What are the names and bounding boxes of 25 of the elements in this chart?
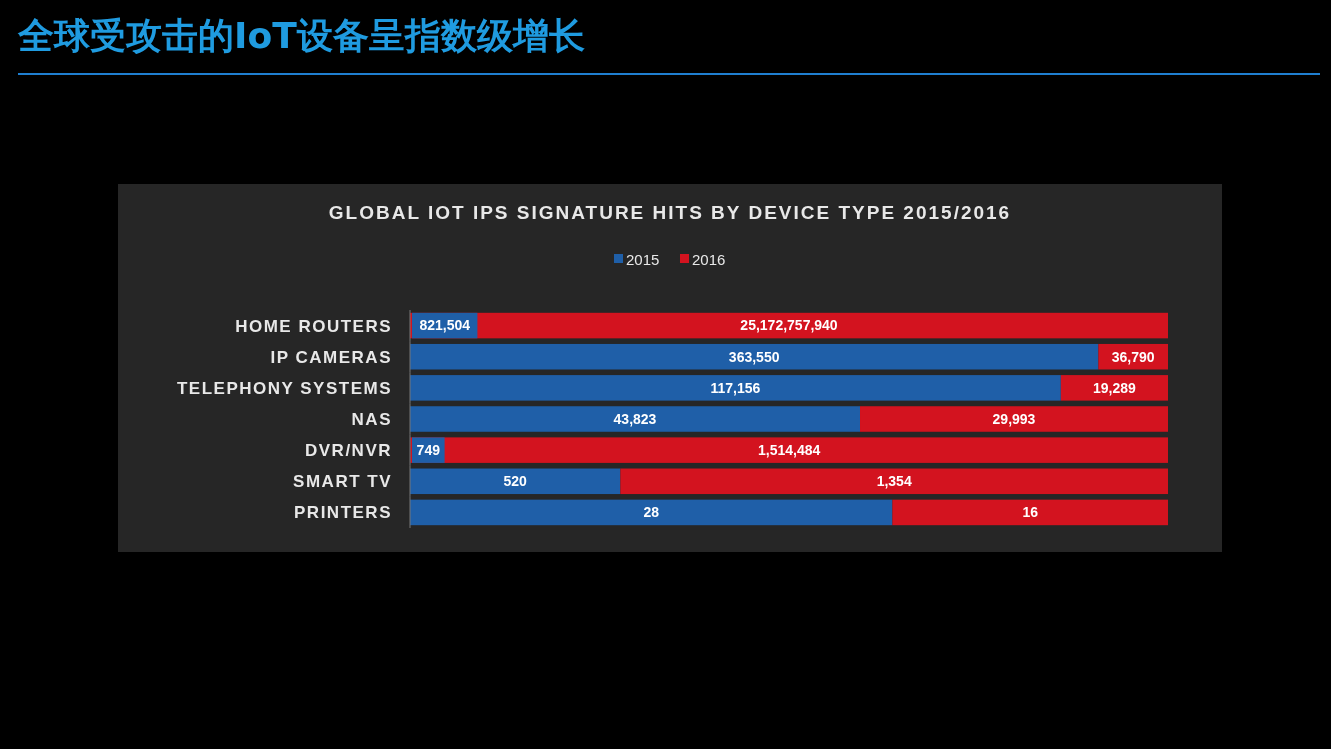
data-label: 821,504 [419,317,471,334]
y-tick-label: HOME ROUTERS [235,316,392,336]
data-label: 363,550 [728,348,780,365]
legend-label: 2015 [626,251,660,269]
y-tick-label: DVR/NVR [304,441,392,461]
y-tick-label: SMART TV [293,472,392,492]
data-label: 1,354 [876,473,912,490]
legend-label: 2016 [692,251,726,269]
chart-title: 全球受攻击的IoT设备呈指数级增长 [17,15,585,56]
data-label: 25,172,757,940 [740,317,838,334]
data-label: 29,993 [992,410,1036,427]
chart-subtitle: GLOBAL IOT IPS SIGNATURE HITS BY DEVICE TYPE 2015/2016 [328,202,1012,223]
data-label: 117,156 [710,379,761,396]
data-label: 43,823 [613,410,657,427]
y-tick-label: IP CAMERAS [270,347,392,367]
data-label: 1,514,484 [758,442,821,459]
y-tick-label: PRINTERS [294,503,392,523]
y-tick-label: TELEPHONY SYSTEMS [176,378,392,398]
y-tick-label: NAS [351,409,392,429]
data-label: 28 [643,504,660,521]
data-label: 749 [416,442,441,459]
data-label: 520 [503,473,528,490]
data-label: 36,790 [1111,348,1155,365]
data-label: 19,289 [1093,379,1137,396]
data-label: 16 [1022,504,1039,521]
